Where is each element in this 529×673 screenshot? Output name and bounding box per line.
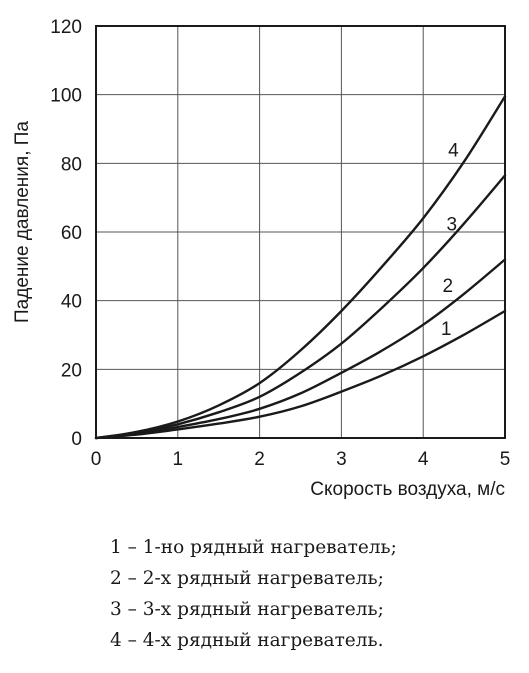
y-tick-label: 60 [61,223,82,244]
y-tick-label: 120 [50,17,82,38]
curve-label-1: 1 [441,319,452,340]
x-tick-label: 2 [254,449,265,470]
x-tick-label: 3 [336,449,347,470]
y-tick-label: 20 [61,360,82,381]
curve-label-2: 2 [442,276,453,297]
series-line-3 [94,174,507,440]
x-tick-label: 4 [418,449,429,470]
series-line-1 [94,309,507,440]
curve-label-3: 3 [447,214,458,235]
plot-frame [95,25,506,439]
curve-label-4: 4 [448,141,459,162]
x-axis-label: Скорость воздуха, м/с [310,479,505,500]
ticks: 0 1 2 3 4 5 0 20 40 60 80 100 120 [50,17,510,470]
y-tick-label: 40 [61,292,82,313]
x-tick-label: 0 [91,449,102,470]
y-tick-label: 0 [71,429,82,450]
legend-item-2: 2 – 2-х рядный нагреватель; [110,568,384,589]
y-tick-label: 80 [61,154,82,175]
y-axis-label: Падение давления, Па [12,121,33,323]
curve-labels: 1 2 3 4 [441,141,459,341]
pressure-drop-chart: 0 1 2 3 4 5 0 20 40 60 80 100 120 1 2 3 4 Скорость возд… [12,17,510,500]
legend-item-4: 4 – 4-х рядный нагреватель. [110,630,384,651]
legend-item-1: 1 – 1-но рядный нагреватель; [110,537,397,558]
series-line-2 [94,258,507,440]
x-tick-label: 1 [173,449,184,470]
curves [94,95,507,440]
grid [96,26,505,438]
legend: 1 – 1-но рядный нагреватель; 2 – 2-х ряд… [110,532,397,656]
series-line-4 [94,95,507,440]
y-tick-label: 100 [50,86,82,107]
x-tick-label: 5 [500,449,511,470]
legend-item-3: 3 – 3-х рядный нагреватель; [110,599,384,620]
